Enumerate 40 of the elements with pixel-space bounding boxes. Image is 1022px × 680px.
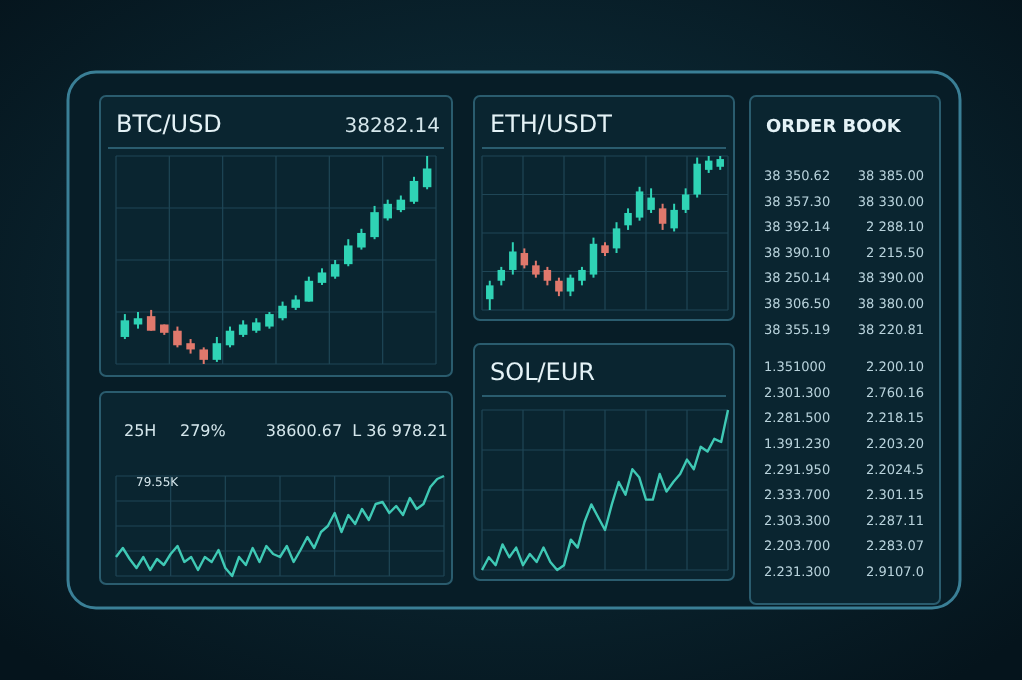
text: L 36 978.21 — [352, 422, 448, 440]
candlestick — [304, 275, 314, 303]
candlestick — [278, 300, 287, 322]
candlestick — [330, 259, 340, 280]
candlestick — [555, 276, 563, 298]
candlestick — [543, 265, 552, 287]
text: 25H — [124, 422, 157, 440]
candlestick — [635, 185, 644, 222]
chart-title: ETH/USDT — [490, 110, 614, 138]
candlestick — [589, 236, 598, 279]
candlestick — [509, 241, 517, 276]
candlestick — [578, 265, 586, 287]
candlestick — [670, 202, 678, 233]
candlestick — [383, 198, 392, 222]
candlestick — [409, 175, 419, 205]
chart-subtitle: 38282.14 — [344, 116, 440, 138]
candlestick — [225, 325, 235, 349]
candlestick — [497, 265, 506, 287]
candlestick — [370, 204, 379, 241]
candlestick — [344, 238, 353, 268]
candlestick — [647, 187, 655, 214]
chart-title: BTC/USD — [116, 110, 222, 138]
candlestick — [624, 207, 632, 231]
text: 38600.67 — [265, 422, 343, 440]
chart-title: SOL/EUR — [490, 358, 595, 386]
candlestick — [146, 308, 156, 332]
candlestick — [173, 325, 182, 349]
candlestick — [212, 335, 222, 363]
candlestick — [658, 202, 667, 231]
candlestick — [693, 156, 701, 199]
candlestick — [422, 155, 432, 191]
candlestick — [486, 279, 494, 311]
candlestick — [681, 187, 690, 214]
candlestick — [612, 221, 621, 255]
candlestick — [520, 247, 529, 270]
candlestick — [357, 227, 366, 251]
candlestick — [566, 273, 575, 298]
text: ORDER BOOK — [766, 118, 903, 138]
text: 279% — [180, 422, 227, 440]
candlestick — [120, 313, 130, 341]
